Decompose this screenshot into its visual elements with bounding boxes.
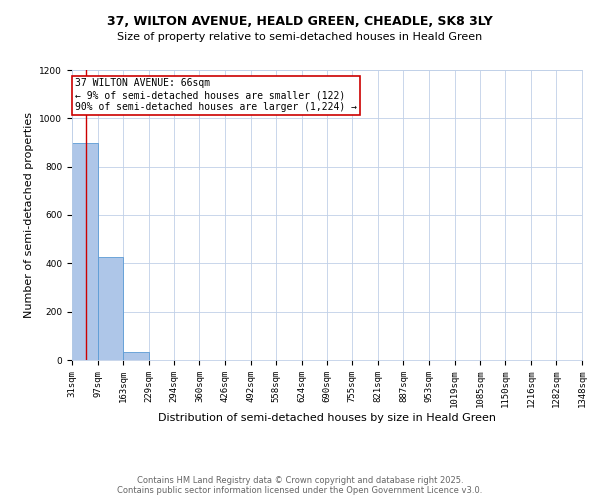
Text: 37 WILTON AVENUE: 66sqm
← 9% of semi-detached houses are smaller (122)
90% of se: 37 WILTON AVENUE: 66sqm ← 9% of semi-det… xyxy=(75,78,357,112)
Y-axis label: Number of semi-detached properties: Number of semi-detached properties xyxy=(24,112,34,318)
Text: Contains HM Land Registry data © Crown copyright and database right 2025.
Contai: Contains HM Land Registry data © Crown c… xyxy=(118,476,482,495)
Bar xyxy=(98,258,123,360)
Text: 37, WILTON AVENUE, HEALD GREEN, CHEADLE, SK8 3LY: 37, WILTON AVENUE, HEALD GREEN, CHEADLE,… xyxy=(107,15,493,28)
X-axis label: Distribution of semi-detached houses by size in Heald Green: Distribution of semi-detached houses by … xyxy=(158,413,496,423)
Bar xyxy=(123,352,149,360)
Text: Size of property relative to semi-detached houses in Heald Green: Size of property relative to semi-detach… xyxy=(118,32,482,42)
Bar xyxy=(72,142,98,360)
